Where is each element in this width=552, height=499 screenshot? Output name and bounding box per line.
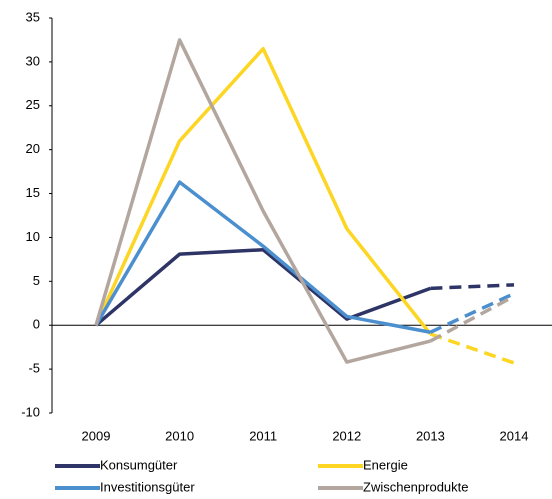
y-tick-label: 25 — [26, 97, 40, 112]
series-line-dashed — [430, 283, 515, 291]
x-tick-label: 2012 — [332, 428, 361, 443]
y-tick-label: 0 — [33, 317, 40, 332]
series-line-dashed — [429, 292, 515, 334]
legend-label: Zwischenprodukte — [363, 479, 469, 494]
x-tick-label: 2010 — [165, 428, 194, 443]
y-tick-label: 5 — [33, 273, 40, 288]
x-tick-label: 2009 — [82, 428, 111, 443]
series-line-dashed — [429, 294, 515, 343]
y-tick-label: 30 — [26, 53, 40, 68]
legend-label: Investitionsgüter — [100, 479, 195, 494]
x-tick-label: 2011 — [249, 428, 277, 443]
y-tick-label: 35 — [26, 9, 40, 24]
y-tick-label: 15 — [26, 185, 40, 200]
series-line — [94, 38, 431, 364]
series-line — [94, 180, 431, 334]
y-tick-label: 20 — [26, 141, 40, 156]
y-tick-label: -10 — [21, 404, 40, 419]
legend-label: Konsumgüter — [100, 457, 178, 472]
legend-label: Energie — [363, 457, 408, 472]
x-tick-label: 2014 — [500, 428, 529, 443]
y-tick-label: -5 — [28, 361, 40, 376]
series-line — [94, 247, 432, 327]
series-line-dashed — [429, 332, 515, 365]
series-line — [94, 46, 432, 336]
x-tick-label: 2013 — [416, 428, 445, 443]
y-tick-label: 10 — [26, 229, 40, 244]
